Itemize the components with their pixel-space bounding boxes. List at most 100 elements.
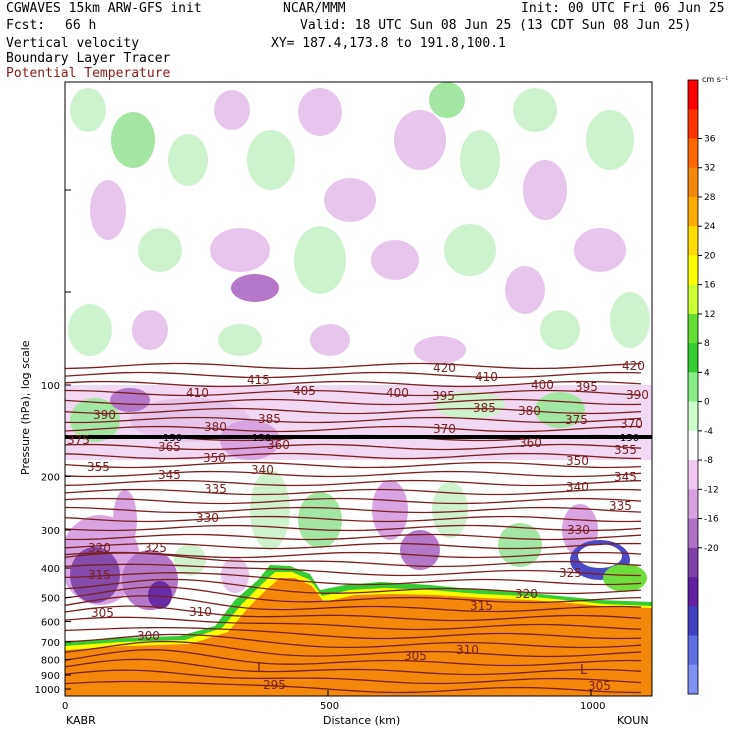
theta-label: 415 (247, 373, 270, 387)
y-tick-label: 500 (41, 593, 60, 604)
x-start-station: KABR (66, 714, 96, 727)
theta-contour (65, 407, 642, 415)
y-tick-label: 300 (41, 526, 60, 537)
fcst-label: Fcst: (6, 18, 46, 33)
theta-label: 345 (158, 468, 181, 482)
theta-label: 350 (566, 454, 589, 468)
y-tick-label: 100 (41, 381, 60, 392)
potential-temperature-labels: 420 420 415 410 410 405 400 400 395 395 390 390 385 3… (67, 359, 649, 693)
theta-label: 390 (626, 388, 649, 402)
colorbar-label: -16 (704, 515, 719, 525)
theta-contour (65, 398, 642, 406)
colorbar-swatch (688, 343, 698, 373)
field-boundary-layer-tracer: Boundary Layer Tracer (6, 51, 171, 66)
colorbar-swatch (688, 372, 698, 403)
theta-contour (65, 533, 642, 541)
colorbar-swatch (688, 226, 698, 256)
theta-label: 400 (531, 378, 554, 392)
theta-label: 370 (620, 417, 643, 431)
theta-label: 385 (258, 412, 281, 426)
theta-label: 295 (263, 678, 286, 692)
colorbar-label: -4 (704, 427, 713, 437)
low-marker: L (580, 663, 588, 678)
colorbar-swatch (688, 80, 698, 110)
y-tick-label: 800 (41, 656, 60, 667)
theta-contour (65, 680, 642, 694)
theta-contour (65, 563, 642, 577)
theta-label: 375 (67, 433, 90, 447)
theta-contour (65, 669, 642, 685)
theta-label: 345 (614, 470, 637, 484)
theta-label: 360 (267, 438, 290, 452)
colorbar-swatch (688, 167, 698, 198)
x-axis: 0 500 1000 KABR KOUN Distance (km) (62, 690, 649, 727)
colorbar-unit: cm s⁻¹ (702, 75, 728, 84)
theta-contour (65, 640, 642, 658)
y-axis-title: Pressure (hPa), log scale (19, 340, 32, 475)
org-label: NCAR/MMM (283, 1, 346, 16)
plot-frame (64, 81, 653, 697)
theta-label: 370 (433, 422, 456, 436)
theta-label: 355 (614, 443, 637, 457)
colorbar-swatch (688, 547, 698, 578)
colorbar-label: -20 (704, 544, 719, 554)
theta-contour (65, 626, 642, 640)
x-axis-title: Distance (km) (323, 714, 400, 727)
theta-label: 320 (515, 587, 538, 601)
model-title: CGWAVES 15km ARW-GFS init (6, 1, 202, 16)
colorbar-label: 16 (704, 281, 716, 291)
theta-label: 305 (588, 679, 611, 693)
y-tick-label: 600 (41, 618, 60, 629)
theta-label: 380 (204, 420, 227, 434)
colorbar-swatch (688, 109, 698, 139)
theta-contour (65, 605, 642, 622)
fcst-value: 66 h (65, 18, 97, 33)
theta-label: 330 (567, 523, 590, 537)
theta-label: 300 (137, 629, 160, 643)
theta-label: 335 (609, 499, 632, 513)
theta-label: 305 (404, 649, 427, 663)
colorbar-label: 0 (704, 398, 710, 408)
colorbar-swatch (688, 460, 698, 490)
theta-label: 330 (196, 511, 219, 525)
theta-contour (65, 515, 642, 523)
y-axis: 100 200 300 400 500 600 700 800 900 1000 (35, 189, 71, 696)
vertical-velocity-blobs (65, 82, 652, 610)
colorbar-swatch (688, 518, 698, 549)
level-150-label: 150 (620, 433, 639, 444)
theta-label: 395 (575, 380, 598, 394)
theta-label: 365 (158, 440, 181, 454)
colorbar-swatch (688, 313, 698, 344)
y-tick-label: 400 (41, 564, 60, 575)
xy-coordinates: XY= 187.4,173.8 to 191.8,100.1 (271, 36, 506, 51)
level-150-label: 150 (252, 433, 271, 444)
theta-label: 340 (566, 480, 589, 494)
theta-contour (65, 586, 642, 604)
theta-contour (65, 389, 642, 397)
theta-label: 420 (622, 359, 645, 373)
theta-contour (65, 542, 642, 550)
theta-label: 310 (456, 643, 479, 657)
low-marker: L (257, 661, 265, 676)
theta-label: 315 (470, 599, 493, 613)
colorbar-label: 36 (704, 134, 716, 144)
y-tick-label: 700 (41, 638, 60, 649)
colorbar-swatch (688, 255, 698, 286)
colorbar-swatch (688, 664, 698, 695)
theta-label: 310 (189, 605, 212, 619)
x-tick-label: 0 (62, 701, 68, 712)
colorbar-label: -8 (704, 456, 713, 466)
field-potential-temperature: Potential Temperature (6, 66, 171, 81)
theta-label: 385 (473, 401, 496, 415)
colorbar-swatch (688, 606, 698, 637)
colorbar-label: 28 (704, 193, 716, 203)
theta-label: 380 (518, 404, 541, 418)
theta-label: 390 (93, 408, 116, 422)
theta-contour (65, 551, 642, 559)
theta-label: 355 (87, 460, 110, 474)
theta-contour (65, 362, 642, 370)
theta-contour (65, 461, 642, 469)
init-time: Init: 00 UTC Fri 06 Jun 25 (521, 1, 725, 16)
colorbar-swatch (688, 196, 698, 227)
